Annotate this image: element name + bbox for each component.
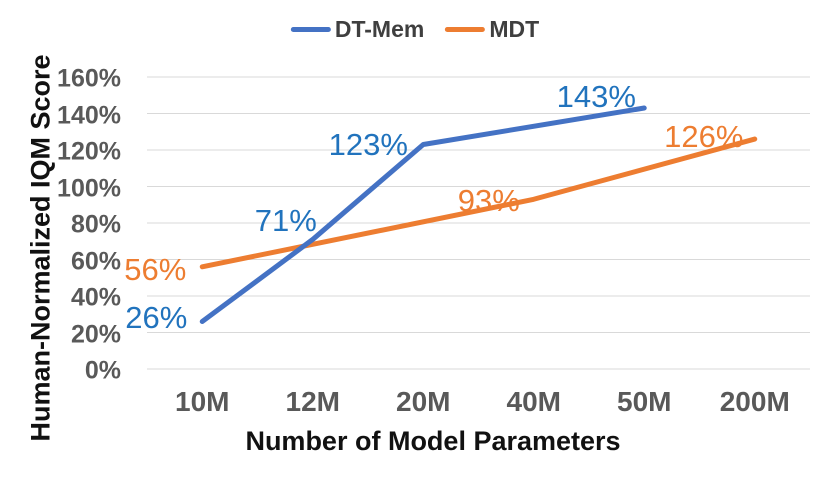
legend-item-dt-mem: DT-Mem [290,16,425,42]
series-line-dt-mem [199,105,647,325]
data-label-mdt: 56% [124,251,187,287]
x-tick-label: 200M [719,386,790,417]
x-tick-label: 20M [396,386,451,417]
y-tick-label: 100% [57,174,121,202]
x-axis-title: Number of Model Parameters [245,426,621,456]
y-tick-label: 0% [84,356,121,385]
x-tick-label: 12M [285,386,340,417]
x-tick-label: 40M [506,386,561,417]
x-tick-label: 50M [617,386,672,417]
y-tick-label: 160% [57,64,121,93]
legend-label-dt-mem: DT-Mem [334,16,425,42]
data-label-dt-mem: 26% [125,299,188,335]
dt-mem-line-swatch-icon [290,26,331,32]
data-label-mdt: 93% [457,183,520,219]
chart-legend: DT-Mem MDT [290,16,539,42]
y-tick-label: 80% [70,210,121,239]
data-label-dt-mem: 71% [254,203,317,239]
y-tick-label: 40% [70,283,121,312]
y-tick-label: 60% [70,247,121,275]
series-line-mdt [199,136,758,270]
data-label-dt-mem: 143% [556,79,636,115]
mdt-line-swatch-icon [445,26,486,32]
legend-label-mdt: MDT [489,16,540,42]
y-tick-label: 120% [57,137,121,166]
data-label-dt-mem: 123% [328,126,408,162]
y-tick-label: 20% [70,320,121,348]
y-tick-label: 140% [57,101,121,129]
data-label-mdt: 126% [664,119,744,155]
x-tick-label: 10M [175,386,230,417]
legend-item-mdt: MDT [445,16,539,42]
